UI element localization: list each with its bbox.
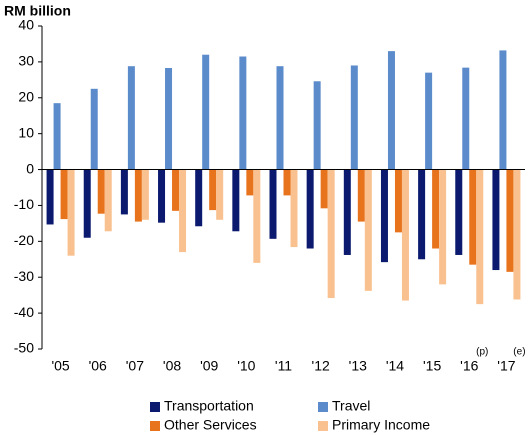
bar <box>313 81 321 170</box>
bar <box>476 169 484 305</box>
y-tick-label: -20 <box>14 232 34 248</box>
bar <box>290 169 298 248</box>
bar <box>401 169 409 301</box>
y-tick-label: -50 <box>14 340 34 356</box>
bar <box>195 169 203 227</box>
legend-swatch <box>150 402 160 412</box>
bar <box>134 169 142 222</box>
bar <box>90 88 98 170</box>
y-tick-label: -40 <box>14 304 34 320</box>
y-tick-label: -10 <box>14 196 34 212</box>
bar <box>506 169 514 272</box>
bar <box>492 169 500 271</box>
annotation: (p) <box>476 347 488 358</box>
bar <box>60 169 68 220</box>
y-tick-label: 30 <box>18 53 34 69</box>
bar <box>179 169 187 253</box>
bar <box>232 169 240 232</box>
x-tick-label: '05 <box>51 358 69 374</box>
bar <box>306 169 314 249</box>
legend-label: Transportation <box>164 398 254 414</box>
x-tick-label: '11 <box>275 358 292 374</box>
bar <box>253 169 261 263</box>
annotation: (e) <box>513 347 525 358</box>
legend-label: Other Services <box>164 417 257 433</box>
bar <box>165 67 173 170</box>
bar <box>327 169 335 299</box>
y-tick-label: 20 <box>18 88 34 104</box>
bar <box>209 169 217 211</box>
legend-label: Travel <box>332 398 370 414</box>
bar <box>46 169 54 225</box>
bar <box>246 169 254 196</box>
x-tick-label: '17 <box>497 358 515 374</box>
bar <box>104 169 112 232</box>
bar <box>97 169 105 214</box>
bar <box>418 169 426 260</box>
bar <box>357 169 365 222</box>
x-tick-label: '10 <box>237 358 255 374</box>
bar <box>127 66 135 170</box>
x-tick-label: '09 <box>200 358 218 374</box>
bar <box>269 169 277 239</box>
legend-swatch <box>318 402 328 412</box>
bar <box>439 169 447 285</box>
x-tick-label: '14 <box>386 358 404 374</box>
bar <box>343 169 351 255</box>
x-tick-label: '06 <box>89 358 107 374</box>
bar <box>425 72 433 170</box>
bar <box>387 51 395 170</box>
bar <box>350 65 358 170</box>
y-axis-label: RM billion <box>4 3 71 19</box>
bar <box>202 54 210 170</box>
legend-swatch <box>318 421 328 431</box>
x-tick-label: '13 <box>349 358 367 374</box>
bar <box>83 169 91 238</box>
bar <box>320 169 328 209</box>
bar <box>67 169 75 256</box>
bar <box>432 169 440 249</box>
bar <box>141 169 149 220</box>
x-tick-label: '12 <box>312 358 330 374</box>
bar <box>394 169 402 233</box>
bar <box>53 103 61 170</box>
y-tick-label: 0 <box>26 160 34 176</box>
bar <box>158 169 166 223</box>
y-tick-label: 10 <box>18 124 34 140</box>
y-tick-label: -30 <box>14 268 34 284</box>
bar <box>469 169 477 265</box>
y-tick-label: 40 <box>18 17 34 33</box>
x-tick-label: '15 <box>423 358 441 374</box>
bar <box>216 169 224 220</box>
bar <box>239 56 247 170</box>
bar <box>283 169 291 196</box>
x-tick-label: '07 <box>126 358 144 374</box>
bar <box>513 169 521 300</box>
x-tick-label: '08 <box>163 358 181 374</box>
legend-swatch <box>150 421 160 431</box>
bar <box>364 169 372 291</box>
bar <box>120 169 128 215</box>
bar <box>380 169 388 263</box>
bar <box>276 66 284 170</box>
x-tick-label: '16 <box>460 358 478 374</box>
bar <box>172 169 180 211</box>
bar <box>455 169 463 255</box>
bar <box>499 50 507 170</box>
bar <box>462 67 470 170</box>
legend-label: Primary Income <box>332 417 430 433</box>
